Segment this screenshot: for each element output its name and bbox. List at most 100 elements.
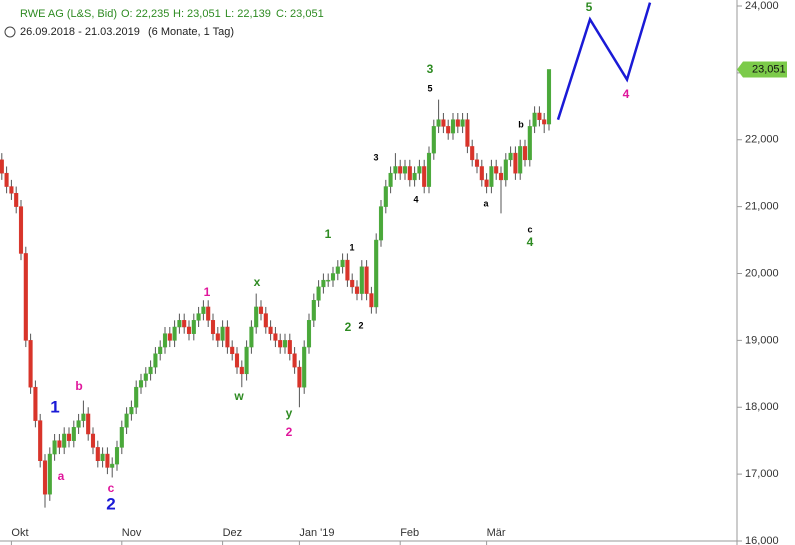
candle-body <box>230 346 235 354</box>
x-tick-label: Jan '19 <box>299 527 334 539</box>
candle-body <box>52 440 57 455</box>
candle-body <box>239 366 244 375</box>
candle-body <box>441 119 446 127</box>
quote-open: O: 22,235 <box>121 8 169 20</box>
quote-low: L: 22,139 <box>225 8 271 20</box>
wave-label: 3 <box>427 62 434 76</box>
candle-body <box>474 159 480 167</box>
candle-body <box>143 373 148 381</box>
y-tick-label: 17,000 <box>745 468 779 480</box>
wave-label: 5 <box>427 83 432 93</box>
candle-body <box>518 146 523 174</box>
candle-body <box>66 433 72 441</box>
candle-body <box>18 206 24 254</box>
wave-label: c <box>108 481 115 495</box>
candle-body <box>95 447 100 461</box>
candle-body <box>38 420 43 461</box>
candle-body <box>162 333 168 348</box>
wave-label: w <box>233 389 244 403</box>
candle-body <box>62 433 67 448</box>
y-tick-label: 19,000 <box>745 334 779 346</box>
candle-body <box>302 346 307 388</box>
candle-body <box>359 266 364 294</box>
wave-label: 1 <box>50 397 59 416</box>
candle-body <box>546 69 552 125</box>
wave-label: 2 <box>358 320 363 330</box>
candle-body <box>335 266 340 274</box>
candle-body <box>297 366 302 388</box>
candle-body <box>114 447 120 465</box>
wave-label: 5 <box>586 0 593 14</box>
candle-body <box>513 152 518 174</box>
candle-body <box>311 300 316 321</box>
candle-body <box>431 126 436 154</box>
y-tick-label: 22,000 <box>745 134 779 146</box>
candle-body <box>201 306 206 314</box>
candle-body <box>446 126 451 134</box>
candle-body <box>532 112 537 127</box>
candle-body <box>426 152 432 187</box>
candle-body <box>412 172 417 181</box>
candle-body <box>0 159 4 174</box>
candle-body <box>316 286 321 301</box>
wave-label: b <box>75 379 82 393</box>
y-tick-label: 21,000 <box>745 201 779 213</box>
candle-body <box>28 340 33 388</box>
candle-body <box>100 453 105 461</box>
y-tick-label: 16,000 <box>745 535 779 545</box>
candle-body <box>76 420 81 428</box>
candle-body <box>182 320 187 328</box>
candle-body <box>326 279 331 282</box>
candle-body <box>105 453 110 468</box>
candle-body <box>206 306 211 321</box>
candle-body <box>110 463 115 468</box>
candle-body <box>172 326 177 341</box>
candle-body <box>465 119 470 147</box>
candle-body <box>33 386 38 421</box>
candle-body <box>503 159 508 181</box>
candle-body <box>354 286 360 294</box>
candle-body <box>23 253 28 341</box>
last-price-tag <box>737 61 787 78</box>
candle-body <box>210 320 216 334</box>
wave-label: 1 <box>204 285 211 299</box>
wave-label: y <box>286 406 293 420</box>
candle-body <box>364 266 369 294</box>
projection-line <box>556 2 652 121</box>
candle-body <box>158 346 163 354</box>
candle-body <box>350 279 355 288</box>
candle-body <box>522 146 528 161</box>
candle-body <box>14 193 19 207</box>
wave-label: b <box>518 119 524 129</box>
candle-body <box>42 460 48 495</box>
date-range: 26.09.2018 - 21.03.2019 <box>20 26 140 38</box>
header: RWE AG (L&S, Bid) O: 22,235 H: 23,051 L:… <box>4 8 324 38</box>
wave-label: x <box>254 275 261 289</box>
x-tick-label: Okt <box>11 527 28 539</box>
wave-label: 3 <box>373 152 378 162</box>
wave-label: 4 <box>623 87 630 101</box>
candle-body <box>306 320 312 348</box>
candle-body <box>119 427 124 448</box>
candle-body <box>71 427 76 441</box>
quote-high: H: 23,051 <box>173 8 221 20</box>
candle-body <box>393 166 398 174</box>
candle-body <box>9 186 14 194</box>
candle-body <box>378 206 384 241</box>
candle-body <box>374 239 379 308</box>
candle-body <box>273 333 278 341</box>
candle-body <box>215 333 220 341</box>
clock-icon <box>4 26 16 38</box>
candle-body <box>263 313 268 328</box>
candle-body <box>186 326 192 334</box>
x-tick-label: Mär <box>487 527 506 539</box>
last-price-label: 23,051 <box>752 63 786 75</box>
candle-body <box>369 293 374 308</box>
candle-body <box>129 407 134 415</box>
candle-body <box>407 166 412 181</box>
candle-body <box>268 326 273 334</box>
candle-body <box>196 313 201 321</box>
candle-body <box>81 413 86 421</box>
candle-body <box>90 433 96 448</box>
